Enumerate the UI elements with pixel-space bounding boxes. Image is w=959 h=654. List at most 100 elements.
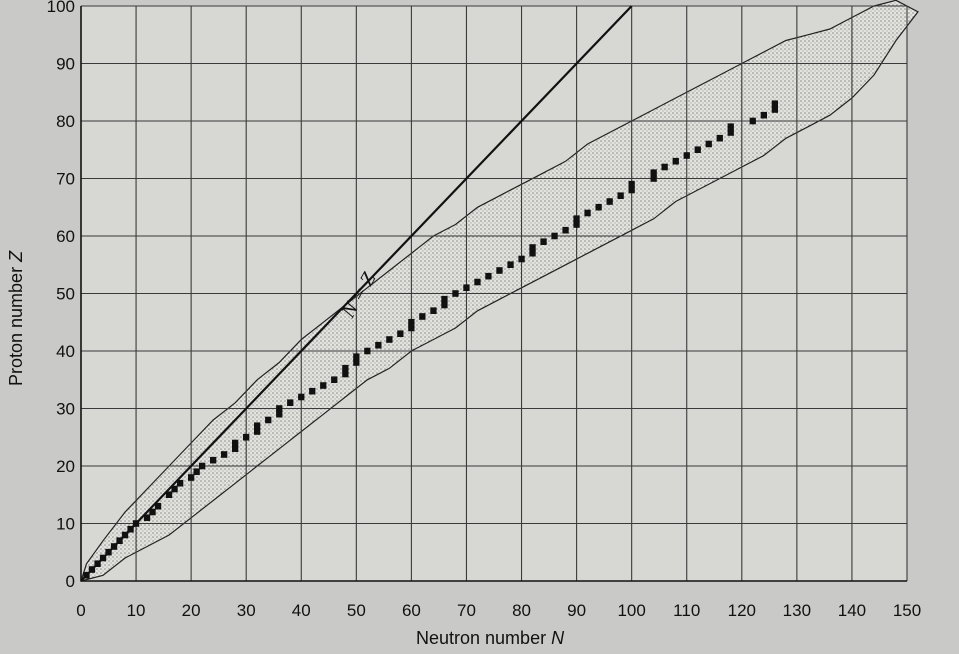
stable-nucleus-26 — [265, 416, 272, 424]
y-tick-label-70: 70 — [56, 170, 75, 189]
stable-nucleus-48 — [452, 290, 459, 297]
stable-nucleus-36 — [353, 359, 360, 366]
y-tick-label-30: 30 — [56, 400, 75, 419]
x-axis-title: Neutron number N — [416, 628, 565, 648]
y-tick-label-20: 20 — [56, 457, 75, 476]
stable-nucleus-20 — [221, 451, 228, 458]
stable-nucleus-31 — [309, 387, 316, 395]
stable-nucleus-79 — [760, 111, 767, 119]
stable-nucleus-57 — [540, 238, 547, 245]
stable-nucleus-12 — [154, 502, 162, 510]
stable-nucleus-41 — [397, 330, 404, 337]
stable-nucleus-32 — [320, 382, 327, 389]
stable-nucleus-22 — [232, 439, 239, 447]
stable-nucleus-53 — [507, 261, 514, 268]
x-tick-label-10: 10 — [127, 601, 146, 620]
x-tick-label-120: 120 — [728, 601, 756, 620]
y-tick-label-80: 80 — [56, 112, 75, 131]
y-tick-label-40: 40 — [56, 342, 75, 361]
stable-nucleus-72 — [683, 152, 690, 159]
stable-nucleus-64 — [606, 198, 613, 205]
stable-nucleus-61 — [573, 215, 580, 222]
x-tick-label-40: 40 — [292, 601, 311, 620]
reference-line-n-equals-z — [80, 5, 633, 582]
stable-nucleus-17 — [193, 468, 200, 475]
stable-nucleus-70 — [661, 163, 668, 171]
stable-nucleus-66 — [628, 186, 635, 194]
stable-nucleus-33 — [331, 376, 338, 383]
stable-nucleus-24 — [254, 428, 261, 435]
stable-nucleus-16 — [188, 474, 195, 481]
y-tick-label-0: 0 — [66, 572, 75, 591]
stable-nucleus-80 — [771, 106, 778, 113]
stable-nucleus-78 — [749, 117, 756, 125]
stable-nucleus-71 — [672, 157, 679, 165]
stable-nucleus-81 — [771, 100, 778, 107]
stable-nucleus-68 — [650, 175, 657, 182]
stable-nucleus-15 — [177, 479, 184, 487]
y-axis-title-symbol: Z — [6, 250, 26, 263]
stable-nucleus-10 — [143, 514, 151, 521]
stable-nucleus-28 — [276, 405, 283, 412]
stable-nucleus-52 — [496, 267, 503, 274]
stable-nucleus-51 — [485, 272, 492, 280]
stable-nucleus-38 — [364, 347, 371, 355]
stable-nucleus-11 — [149, 508, 156, 516]
stable-nucleus-65 — [617, 192, 624, 199]
stable-nucleus-25 — [254, 422, 261, 429]
stable-nucleus-60 — [573, 221, 580, 228]
stable-nucleus-30 — [298, 393, 305, 401]
x-tick-label-0: 0 — [76, 601, 85, 620]
stable-nucleus-49 — [463, 284, 470, 291]
stable-nucleus-59 — [562, 226, 569, 234]
x-tick-label-60: 60 — [402, 601, 421, 620]
stable-nucleus-40 — [386, 336, 393, 343]
stable-nucleus-76 — [727, 129, 734, 136]
y-tick-label-50: 50 — [56, 285, 75, 304]
stable-nucleus-21 — [232, 445, 239, 452]
stable-nucleus-18 — [199, 462, 206, 470]
stable-nucleus-56 — [529, 244, 536, 251]
y-tick-label-100: 100 — [47, 0, 75, 16]
stable-nucleus-74 — [705, 140, 712, 148]
stable-nucleus-35 — [342, 364, 349, 372]
stable-nucleus-45 — [430, 307, 437, 314]
x-tick-label-30: 30 — [237, 601, 256, 620]
stable-nucleus-14 — [171, 485, 178, 493]
stable-nucleus-73 — [694, 146, 701, 153]
x-tick-label-150: 150 — [893, 601, 921, 620]
x-tick-label-100: 100 — [617, 601, 645, 620]
stable-nucleus-29 — [287, 399, 294, 406]
stable-nucleus-50 — [474, 278, 481, 286]
x-tick-label-80: 80 — [512, 601, 531, 620]
x-axis-title-symbol: N — [551, 628, 565, 648]
x-tick-label-140: 140 — [838, 601, 866, 620]
stable-nucleus-67 — [628, 180, 635, 188]
stable-nucleus-58 — [551, 232, 558, 240]
x-tick-label-110: 110 — [673, 601, 700, 620]
x-tick-label-130: 130 — [783, 601, 811, 620]
stable-nucleus-62 — [584, 209, 591, 217]
stable-nucleus-55 — [529, 249, 536, 257]
stable-nucleus-69 — [650, 169, 657, 176]
x-tick-label-50: 50 — [347, 601, 366, 620]
y-tick-label-90: 90 — [56, 55, 75, 74]
stable-nucleus-75 — [716, 134, 723, 142]
stable-nucleus-19 — [210, 456, 217, 464]
stable-nucleus-43 — [408, 318, 415, 326]
stable-nucleus-23 — [243, 433, 250, 441]
stable-nucleus-37 — [353, 353, 360, 360]
x-tick-label-20: 20 — [182, 601, 201, 620]
stable-nucleus-34 — [342, 370, 349, 378]
x-tick-label-70: 70 — [457, 601, 476, 620]
y-axis-title-text: Proton number — [6, 267, 26, 386]
y-tick-label-10: 10 — [56, 515, 75, 534]
x-axis-title-text: Neutron number — [416, 628, 546, 648]
stable-nucleus-63 — [595, 203, 602, 211]
x-tick-label-90: 90 — [567, 601, 586, 620]
stable-nucleus-42 — [408, 324, 415, 332]
stable-nucleus-77 — [727, 123, 734, 130]
stable-nucleus-44 — [419, 313, 426, 320]
